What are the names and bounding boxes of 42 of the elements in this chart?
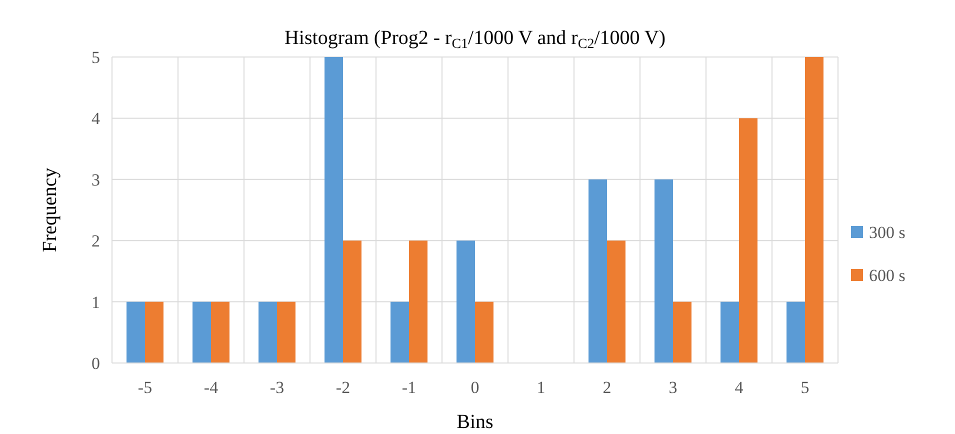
bar [258,302,277,363]
x-tick-label: 0 [470,378,480,397]
x-tick-label: 2 [602,378,612,397]
bar [588,179,607,363]
bar [654,179,673,363]
bar [277,302,296,363]
bar [343,240,362,363]
bar [390,302,409,363]
x-tick-label: 4 [734,378,744,397]
bar [409,240,428,363]
x-axis-title: Bins [456,411,494,433]
x-tick-label: -2 [336,378,350,397]
x-tick-label: -1 [402,378,416,397]
y-axis-title: Frequency [39,168,61,252]
legend-label: 600 s [869,266,906,285]
x-tick-label: -4 [204,378,219,397]
bar [805,57,824,363]
y-tick-label: 5 [92,48,100,67]
x-tick-label: -5 [138,378,152,397]
y-tick-label: 1 [92,292,100,312]
bar [126,302,145,363]
bar [192,302,211,363]
y-tick-label: 0 [92,354,100,373]
bar [145,302,164,363]
bar [324,57,343,363]
legend-label: 300 s [869,222,906,242]
bar [211,302,230,363]
y-tick-label: 4 [92,109,100,128]
chart-title: Histogram (Prog2 - r$_{C1}$/1000 V and r$_{C2}$/1000 V) [284,27,666,52]
bar [739,118,758,363]
bar [673,302,692,363]
x-tick-label: 1 [536,378,546,397]
bar [456,240,475,363]
x-tick-label: -3 [270,378,284,397]
bar [607,240,626,363]
y-tick-label: 2 [92,232,100,251]
y-tick-label: 3 [92,170,100,190]
bar [720,302,739,363]
x-tick-label: 5 [800,378,810,397]
bar [475,302,494,363]
x-tick-label: 3 [668,378,678,397]
bar [786,302,805,363]
